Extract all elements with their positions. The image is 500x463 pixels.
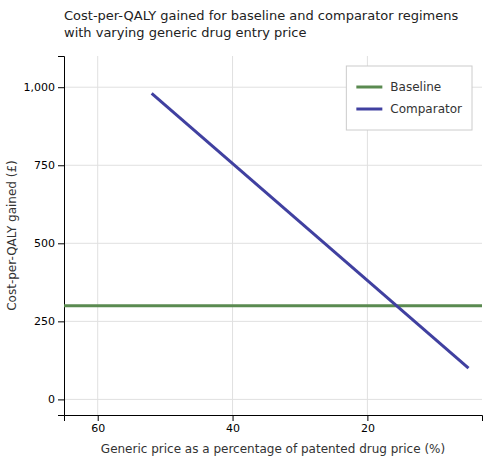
y-axis-tick-mark: [58, 399, 64, 400]
legend-label: Baseline: [390, 80, 441, 94]
chart-title-line: Cost-per-QALY gained for baseline and co…: [64, 8, 459, 23]
grid: [64, 56, 482, 415]
y-axis-tick-label: 1,000: [24, 81, 56, 94]
y-axis-tick: 500: [34, 237, 64, 250]
y-axis-tick-label: 0: [48, 393, 55, 406]
series-group: [64, 93, 482, 368]
x-axis-tick-label: 40: [226, 422, 240, 435]
y-axis-tick: 1,000: [24, 81, 65, 94]
x-axis: 60 40 20: [65, 415, 483, 435]
series-line: [152, 93, 469, 368]
y-axis-tick: 250: [34, 315, 64, 328]
legend: Baseline Comparator: [346, 66, 472, 130]
y-axis-tick-label: 250: [34, 315, 55, 328]
plot-area: 60 40 20 0 250 500 750 1,000 Baseline Comparator: [24, 56, 483, 435]
y-axis-domain: [58, 57, 65, 416]
chart-container: 60 40 20 0 250 500 750 1,000 Baseline Comparator C…: [0, 0, 500, 463]
x-axis-tick-label: 20: [361, 422, 375, 435]
y-axis-tick-mark: [58, 165, 64, 166]
y-axis-tick: 750: [34, 159, 64, 172]
x-axis-tick-mark: [367, 415, 368, 421]
y-axis-tick-label: 500: [34, 237, 55, 250]
x-axis-tick-label: 60: [91, 422, 105, 435]
x-axis-tick: 20: [361, 415, 375, 435]
x-axis-title: Generic price as a percentage of patente…: [101, 442, 445, 456]
legend-frame: [346, 66, 472, 130]
legend-label: Comparator: [390, 102, 462, 116]
x-axis-tick-mark: [98, 415, 99, 421]
grid-line-y: [64, 165, 482, 166]
y-axis-tick-label: 750: [34, 159, 55, 172]
chart-title: Cost-per-QALY gained for baseline and co…: [64, 8, 459, 40]
y-axis-tick-mark: [58, 243, 64, 244]
grid-line-x: [97, 56, 98, 415]
y-axis-tick: 0: [48, 393, 64, 406]
x-axis-domain: [65, 416, 483, 422]
legend-swatch: [356, 108, 382, 111]
y-axis-tick-mark: [58, 87, 64, 88]
grid-line-y: [64, 399, 482, 400]
y-axis: 0 250 500 750 1,000: [24, 57, 65, 416]
y-axis-tick-mark: [58, 321, 64, 322]
chart-title-line: with varying generic drug entry price: [64, 25, 306, 40]
y-axis-title: Cost-per-QALY gained (£): [5, 160, 19, 311]
x-axis-tick: 60: [91, 415, 105, 435]
x-axis-tick: 40: [226, 415, 240, 435]
legend-swatch: [356, 86, 382, 89]
grid-line-y: [64, 321, 482, 322]
series-line: [64, 304, 482, 307]
chart-svg: 60 40 20 0 250 500 750 1,000 Baseline Comparator C…: [0, 0, 500, 463]
grid-line-x: [232, 56, 233, 415]
grid-line-y: [64, 243, 482, 244]
x-axis-tick-mark: [233, 415, 234, 421]
